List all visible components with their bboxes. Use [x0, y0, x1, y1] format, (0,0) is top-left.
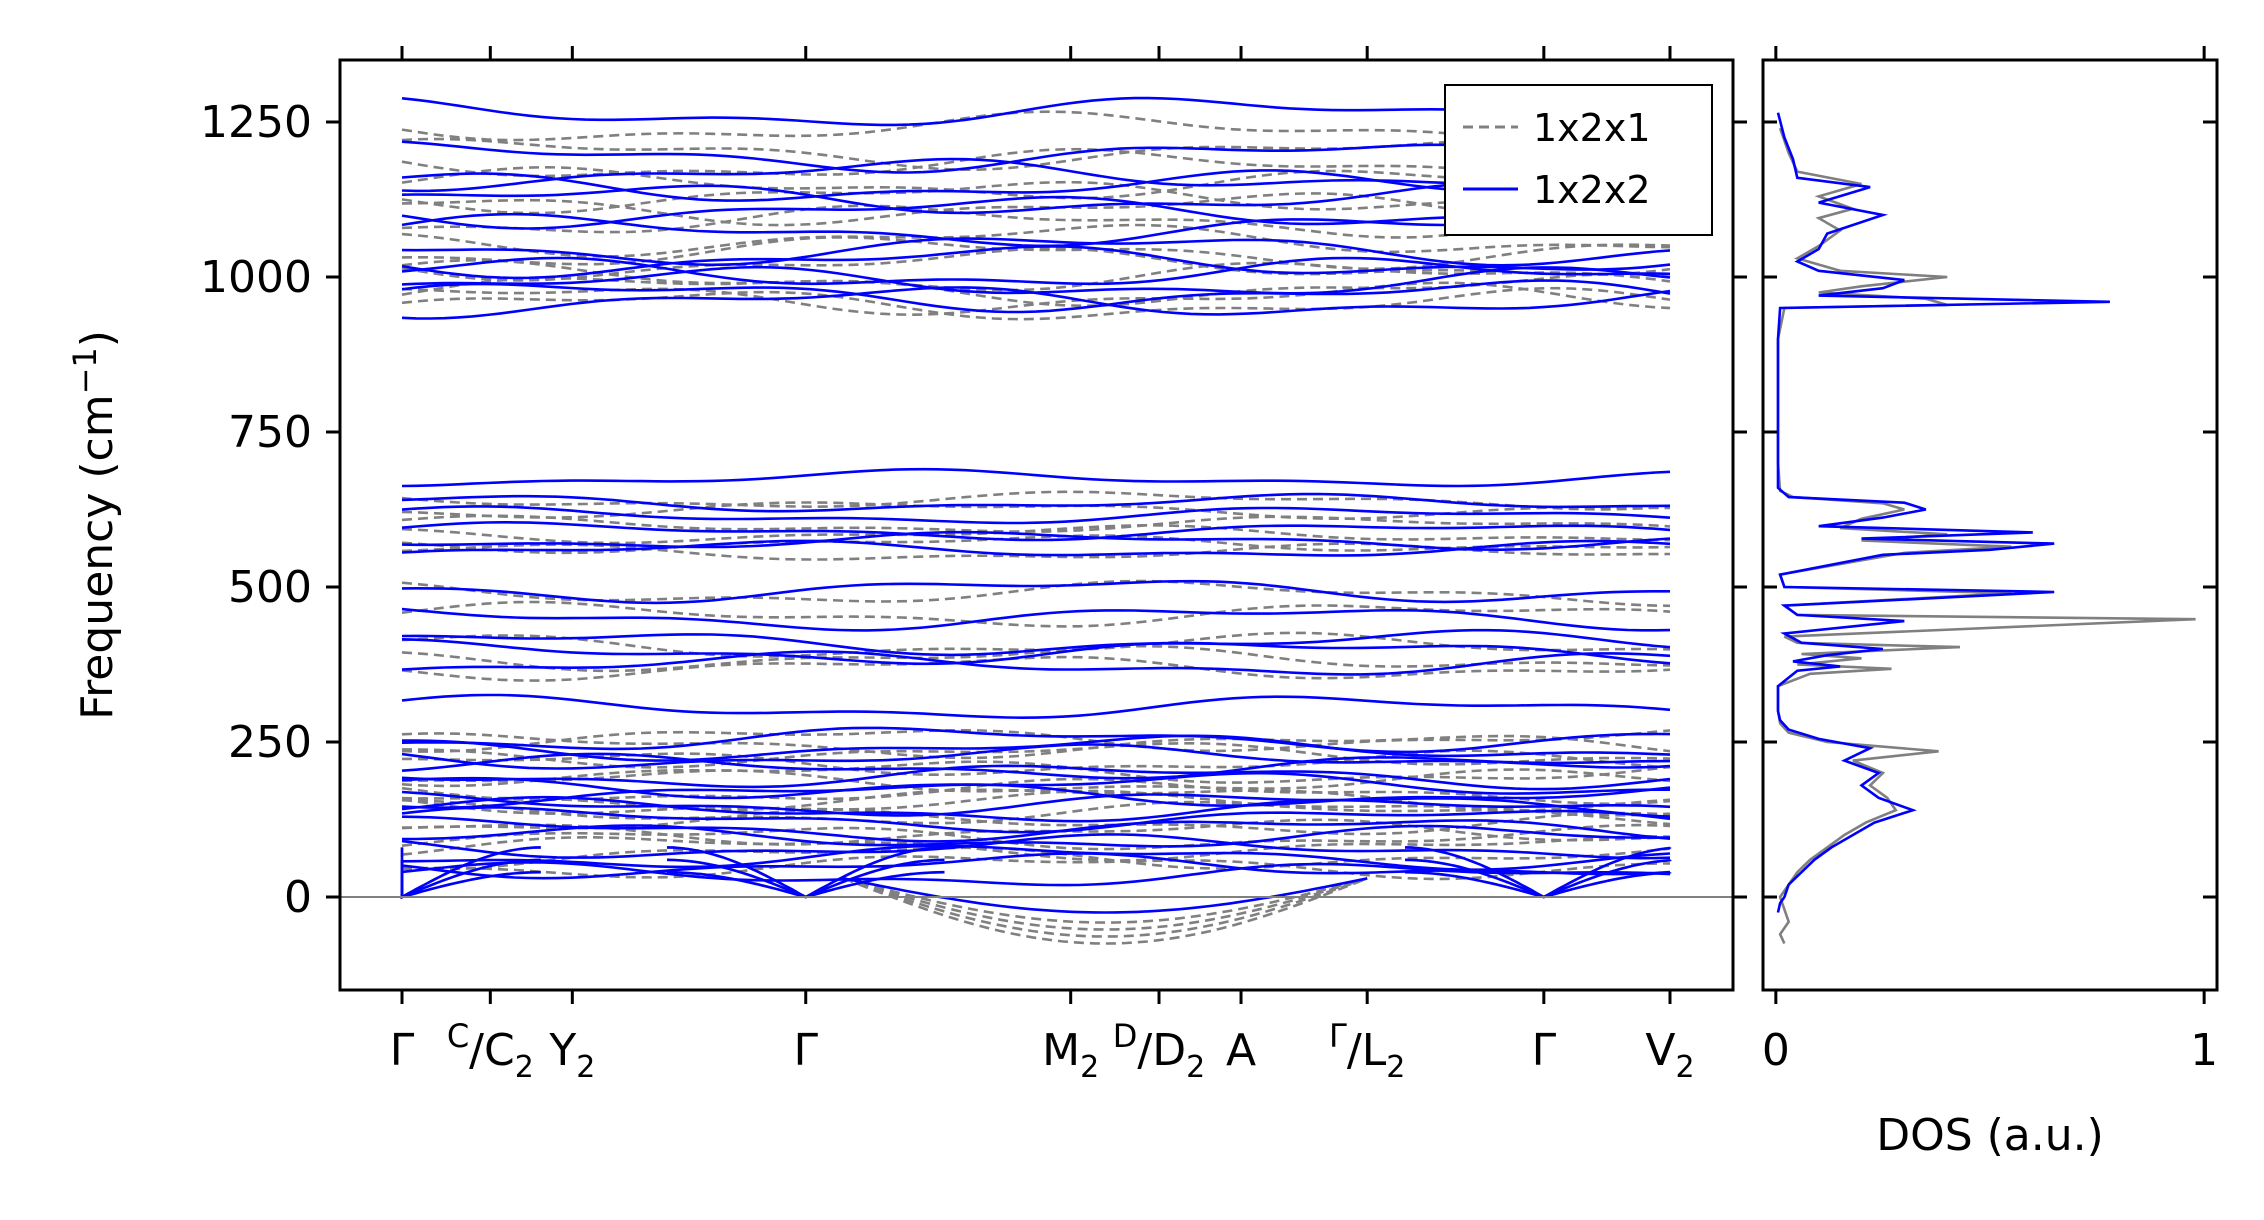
band-line-1x2x2: [401, 520, 1671, 542]
band-line-1x2x2: [401, 752, 1671, 780]
band-line-1x2x1: [401, 855, 1671, 881]
band-line-1x2x2: [401, 795, 1671, 823]
y-tick-label: 0: [284, 872, 312, 923]
legend: 1x2x1 1x2x2: [1444, 84, 1713, 236]
soft-mode-1x2x1: [843, 877, 1368, 945]
band-line-1x2x1: [401, 823, 1671, 851]
kpoint-label: Γ: [390, 1025, 415, 1076]
band-line-1x2x2: [401, 638, 1671, 666]
soft-mode-1x2x2: [843, 877, 1368, 914]
band-line-1x2x2: [401, 860, 1671, 887]
band-line-1x2x1: [401, 760, 1671, 788]
kpoint-label: Γ/L2: [1329, 1017, 1405, 1085]
dos-line-1x2x2: [1776, 112, 2110, 913]
y-tick-label: 1000: [200, 252, 312, 303]
band-line-1x2x1: [401, 644, 1671, 673]
y-tick-label: 1250: [200, 97, 312, 148]
y-tick-label: 250: [228, 717, 312, 768]
band-line-1x2x1: [401, 835, 1671, 862]
x-axis-kpoint-ticks: Γ C/C2 Y2 Γ M2D/D2 A Γ/L2 Γ V2: [390, 46, 1695, 1085]
band-line-1x2x2: [401, 726, 1671, 754]
band-line-1x2x1: [401, 523, 1671, 545]
band-line-1x2x2: [401, 286, 1671, 320]
band-line-1x2x2: [401, 693, 1671, 720]
band-line-1x2x2: [401, 650, 1671, 676]
band-line-1x2x1: [401, 236, 1671, 271]
y-tick-label: 750: [228, 407, 312, 458]
band-line-1x2x2: [401, 279, 1671, 314]
band-line-1x2x2: [401, 237, 1671, 267]
dos-x-tick-label: 1: [2190, 1025, 2218, 1076]
band-line-1x2x2: [401, 806, 1671, 834]
legend-box: [1444, 84, 1713, 236]
band-line-1x2x2: [401, 505, 1671, 525]
band-line-1x2x1: [401, 799, 1671, 826]
band-line-1x2x1: [401, 514, 1671, 533]
band-line-1x2x1: [401, 729, 1671, 753]
band-line-1x2x2: [401, 771, 1670, 800]
band-line-1x2x2: [401, 467, 1671, 488]
kpoint-label: Γ: [1532, 1025, 1557, 1076]
band-line-1x2x2: [401, 833, 1671, 860]
band-line-1x2x1: [401, 732, 1671, 760]
band-lines-group: [400, 96, 1672, 945]
legend-label-1x2x2: 1x2x2: [1533, 168, 1651, 212]
dos-lines-group: [1776, 112, 2196, 945]
band-structure-panel: 0 250 500 750 1000 1250 Γ C/C2 Y2 Γ M2D/D2 A Γ/L2 Γ V…: [66, 46, 1747, 1085]
kpoint-label: A: [1226, 1025, 1256, 1076]
band-line-1x2x1: [401, 281, 1671, 317]
band-line-1x2x2: [401, 790, 1671, 818]
band-line-1x2x1: [401, 768, 1671, 793]
band-line-1x2x1: [401, 534, 1671, 555]
band-line-1x2x2: [401, 492, 1671, 513]
band-line-1x2x2: [401, 764, 1671, 791]
y-axis-label: Frequency (cm−1): [66, 330, 123, 720]
dos-line-1x2x1: [1776, 127, 2196, 945]
acoustic-branch-1x2x2: [666, 870, 945, 899]
kpoint-label: D/D2: [1113, 1017, 1205, 1085]
band-line-1x2x1: [401, 600, 1671, 628]
kpoint-label: Y2: [548, 1025, 595, 1085]
dos-x-axis-label: DOS (a.u.): [1876, 1110, 2104, 1161]
band-line-1x2x2: [401, 579, 1670, 605]
band-line-1x2x2: [401, 628, 1671, 657]
y-axis-ticks: 0 250 500 750 1000 1250: [200, 97, 1747, 923]
band-line-1x2x2: [401, 256, 1671, 286]
kpoint-label: V2: [1645, 1025, 1694, 1085]
y-tick-label: 500: [228, 562, 312, 613]
band-line-1x2x2: [401, 539, 1671, 557]
band-line-1x2x2: [401, 815, 1671, 843]
dos-y-ticks: [1763, 120, 2217, 899]
band-line-1x2x2: [401, 824, 1671, 848]
dos-x-tick-label: 0: [1762, 1025, 1790, 1076]
band-line-1x2x2: [401, 607, 1671, 632]
band-line-1x2x1: [401, 490, 1671, 511]
band-line-1x2x1: [401, 655, 1671, 682]
kpoint-label: M2: [1042, 1025, 1099, 1085]
dos-panel-frame: [1761, 58, 2219, 992]
kpoint-label: C/C2: [447, 1017, 534, 1085]
band-panel-frame: [338, 58, 1735, 992]
band-line-1x2x1: [401, 777, 1671, 806]
legend-label-1x2x1: 1x2x1: [1533, 106, 1651, 150]
kpoint-label: Γ: [793, 1025, 818, 1076]
